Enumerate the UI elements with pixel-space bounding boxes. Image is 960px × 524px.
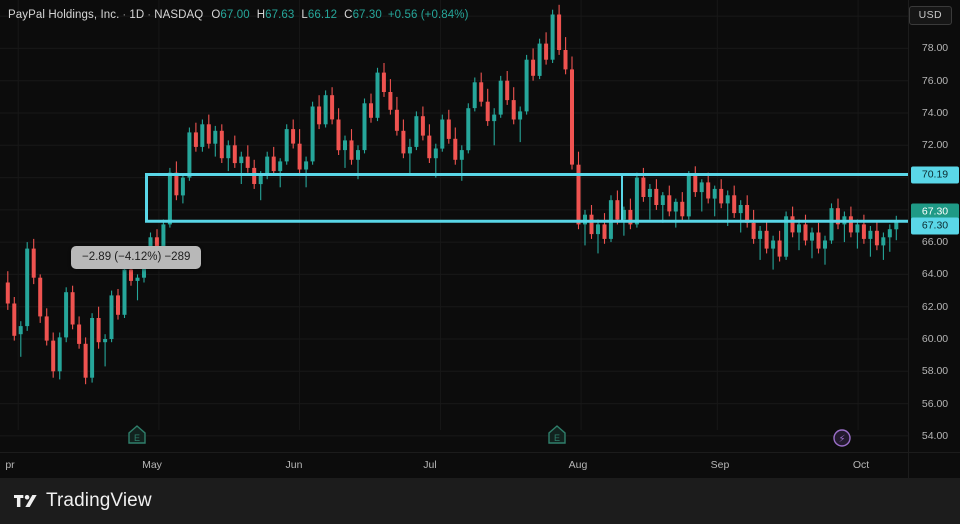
price-tick: 62.00 — [921, 300, 949, 313]
price-tick: 54.00 — [921, 429, 949, 442]
measurement-tooltip: −2.89 (−4.12%) −289 — [71, 246, 202, 269]
price-scale[interactable]: 80.0078.0076.0074.0072.0070.0068.0066.00… — [908, 0, 960, 452]
symbol-name[interactable]: PayPal Holdings, Inc. — [8, 9, 120, 21]
chart-legend[interactable]: PayPal Holdings, Inc. · 1D · NASDAQ O67.… — [8, 7, 469, 23]
tradingview-logo-icon — [14, 495, 37, 507]
close-pair: C67.30 — [344, 9, 382, 21]
open-value: 67.00 — [220, 9, 250, 21]
last-price-label[interactable]: 67.30 — [911, 203, 959, 221]
svg-text:E: E — [134, 433, 140, 443]
scale-corner — [908, 452, 960, 479]
price-tick: 66.00 — [921, 236, 949, 249]
open-label: O — [211, 9, 221, 21]
high-label: H — [256, 9, 266, 21]
chart-plot-area[interactable]: E E ⚡ — [0, 0, 908, 452]
time-tick: Jun — [285, 459, 303, 471]
high-pair: H67.63 — [257, 9, 295, 21]
legend-separator-2: · — [147, 9, 152, 21]
open-pair: O67.00 — [211, 9, 249, 21]
low-label: L — [301, 9, 308, 21]
candlestick-svg: E E ⚡ — [0, 0, 908, 447]
time-tick: May — [142, 459, 162, 471]
time-tick: pr — [5, 459, 15, 471]
price-tick: 72.00 — [921, 139, 949, 152]
high-value: 67.63 — [265, 9, 295, 21]
footer-bar: TradingView — [0, 478, 960, 524]
time-tick: Oct — [852, 459, 870, 471]
time-tick: Aug — [568, 459, 588, 471]
earnings-marker: E — [548, 425, 566, 444]
timeframe-label[interactable]: 1D — [129, 9, 145, 21]
range-rectangle — [145, 173, 623, 223]
time-scale[interactable]: pr May Jun Jul Aug Sep Oct — [0, 452, 908, 479]
price-tick: 76.00 — [921, 74, 949, 87]
ohlc-values: O67.00 H67.63 L66.12 C67.30 — [211, 9, 381, 21]
chart-gridlines — [0, 0, 908, 437]
price-tick: 58.00 — [921, 365, 949, 378]
price-tick: 78.00 — [921, 42, 949, 55]
resistance-price-label[interactable]: 70.19 — [911, 166, 959, 183]
low-value: 66.12 — [307, 9, 338, 21]
change-value: +0.56 (+0.84%) — [387, 9, 469, 21]
support-resistance-drawing — [145, 173, 908, 223]
legend-separator-1: · — [122, 9, 127, 21]
earnings-marker: E — [128, 425, 146, 444]
time-tick: Sep — [710, 459, 730, 471]
dividend-event-marker: ⚡ — [833, 429, 851, 447]
support-price-label[interactable]: 67.30 — [911, 217, 959, 235]
svg-text:E: E — [554, 433, 560, 443]
price-tick: 60.00 — [921, 333, 949, 345]
close-value: 67.30 — [352, 9, 382, 21]
close-label: C — [344, 9, 353, 21]
exchange-label: NASDAQ — [154, 9, 204, 21]
price-tick: 56.00 — [921, 397, 949, 410]
price-tick: 74.00 — [921, 107, 949, 119]
candle-series — [5, 4, 899, 385]
svg-text:⚡: ⚡ — [838, 434, 845, 445]
currency-badge[interactable]: USD — [908, 6, 952, 25]
time-tick: Jul — [423, 459, 437, 471]
brand-name: TradingView — [46, 490, 152, 511]
event-markers: E E ⚡ — [128, 425, 851, 447]
low-pair: L66.12 — [301, 9, 337, 21]
price-tick: 64.00 — [921, 268, 949, 281]
